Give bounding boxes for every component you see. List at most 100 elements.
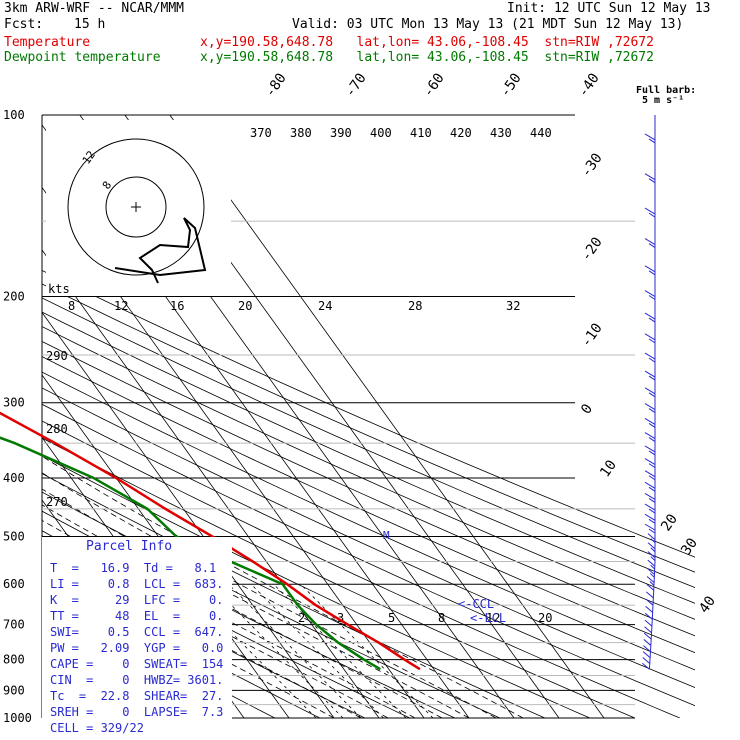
wind-barb: [644, 403, 656, 411]
parcel-info-panel: Parcel Info T = 16.9 Td = 8.1 LI = 0.8 L…: [42, 537, 232, 735]
mixing-ratio-label: 8: [438, 611, 445, 625]
wind-barb: [644, 470, 656, 478]
wind-barb-half: [648, 212, 656, 218]
wind-barb-half: [648, 138, 656, 144]
pressure-label: 1000: [3, 711, 32, 725]
speed-tick-label: 28: [408, 299, 422, 313]
parcel-row-cin: CIN = 0 HWBZ= 3601.: [50, 673, 224, 687]
wind-barb: [644, 481, 656, 489]
mixing-ratio-label: 12: [486, 611, 500, 625]
theta-label-left: 290: [46, 349, 68, 363]
mixing-ratio-line: [250, 583, 384, 718]
theta-label: 380: [290, 126, 312, 140]
wind-barb-half: [648, 178, 656, 184]
wind-barb-half: [648, 508, 656, 514]
mixing-ratio-label: 5: [388, 611, 395, 625]
hodograph-ring-outer: [67, 138, 205, 276]
wind-barb: [642, 657, 651, 664]
wind-barb-half: [648, 450, 656, 456]
moist-adiabat-line: [42, 519, 416, 718]
pressure-label: 100: [3, 108, 25, 122]
wind-barb: [644, 523, 656, 531]
parcel-row-cape: CAPE = 0 SWEAT= 154: [50, 657, 224, 671]
wind-barb: [644, 445, 656, 453]
parcel-row-cell: CELL = 329/22: [50, 721, 144, 735]
model-title: 3km ARW-WRF -- NCAR/MMM: [4, 1, 185, 16]
theta-label: 410: [410, 126, 432, 140]
isotherm-label: 0: [578, 401, 596, 417]
hodograph-ring-inner: [105, 176, 167, 238]
wind-barb-half: [649, 573, 655, 578]
wind-barb: [644, 492, 656, 500]
parcel-row-pw: PW = 2.09 YGP = 0.0: [50, 641, 224, 655]
wind-barb-half: [650, 564, 656, 570]
isotherm-label: -10: [578, 320, 606, 350]
hodograph-background: [46, 120, 231, 296]
wind-barb-half: [648, 437, 656, 442]
moist-adiabat-line: [42, 564, 335, 718]
parcel-row-swi: SWI= 0.5 CCL = 647.: [50, 625, 224, 639]
wind-barb: [643, 639, 652, 646]
isotherm-label: 20: [658, 511, 681, 534]
wind-barb: [646, 591, 654, 599]
mixing-ratio-label: 3: [337, 611, 344, 625]
parcel-row-tc: Tc = 22.8 SHEAR= 27.: [50, 689, 224, 703]
wind-barb: [645, 605, 653, 613]
wind-barb: [647, 551, 656, 558]
wind-panel-subtitle: 5 m s⁻¹: [642, 95, 684, 106]
wind-barb-half: [648, 408, 656, 414]
wind-barb: [642, 651, 651, 658]
wind-barb-half: [648, 518, 656, 524]
wind-barb-half: [648, 375, 656, 381]
moist-adiabat-line: [42, 488, 470, 718]
moist-adiabat-line: [42, 535, 389, 718]
theta-label: 370: [250, 126, 272, 140]
moist-adiabat-line: [42, 550, 362, 718]
moist-adiabat-line: [42, 504, 443, 718]
dewpoint-info: x,y=190.58,648.78 lat,lon= 43.06,-108.45…: [200, 50, 654, 65]
wind-barb-half: [650, 547, 656, 553]
wind-barb: [644, 612, 653, 620]
temperature-info: x,y=190.58,648.78 lat,lon= 43.06,-108.45…: [200, 35, 654, 50]
isotherm-label: -70: [342, 70, 370, 100]
isotherm-line: [169, 115, 605, 718]
wind-barb: [644, 312, 656, 320]
parcel-row-k: K = 29 LFC = 0.: [50, 593, 224, 607]
parcel-row-tt: TT = 48 EL = 0.: [50, 609, 224, 623]
pressure-label: 300: [3, 396, 25, 410]
parcel-row-t: T = 16.9 Td = 8.1: [50, 561, 217, 575]
wind-barb: [644, 333, 656, 341]
pressure-label: 600: [3, 577, 25, 591]
moist-adiabat-line: [42, 455, 524, 718]
wind-barb: [644, 458, 656, 466]
isotherm-label: -30: [578, 150, 606, 180]
wind-barb-half: [649, 581, 655, 586]
isotherm-label: -60: [420, 70, 448, 100]
hodograph-trace: [114, 217, 207, 284]
wind-barb: [644, 352, 656, 360]
wind-barb-half: [648, 270, 656, 276]
wind-barb: [644, 173, 656, 181]
temperature-label: Temperature: [4, 35, 91, 50]
wind-barb: [644, 238, 656, 245]
forecast-hour: 15 h: [74, 17, 106, 32]
mixing-ratio-label: 2: [298, 611, 305, 625]
wind-barb: [644, 418, 656, 425]
isotherm-label: -20: [578, 234, 606, 264]
wind-barb-half: [648, 243, 656, 248]
isotherm-label: 30: [678, 535, 701, 558]
wind-barb: [644, 290, 656, 297]
wind-staff: [648, 115, 656, 670]
wind-panel-title: Full barb:: [636, 85, 696, 96]
theta-label: 400: [370, 126, 392, 140]
wind-barb: [644, 503, 656, 511]
mixing-ratio-label: 20: [538, 611, 552, 625]
isotherm-label: -40: [575, 70, 603, 100]
wind-barb-half: [648, 295, 656, 300]
temperature-line: [0, 411, 421, 671]
isotherm-label: -50: [497, 70, 525, 100]
wind-barb-half: [648, 463, 656, 469]
wind-barb: [645, 598, 654, 606]
wind-barb: [644, 207, 656, 215]
